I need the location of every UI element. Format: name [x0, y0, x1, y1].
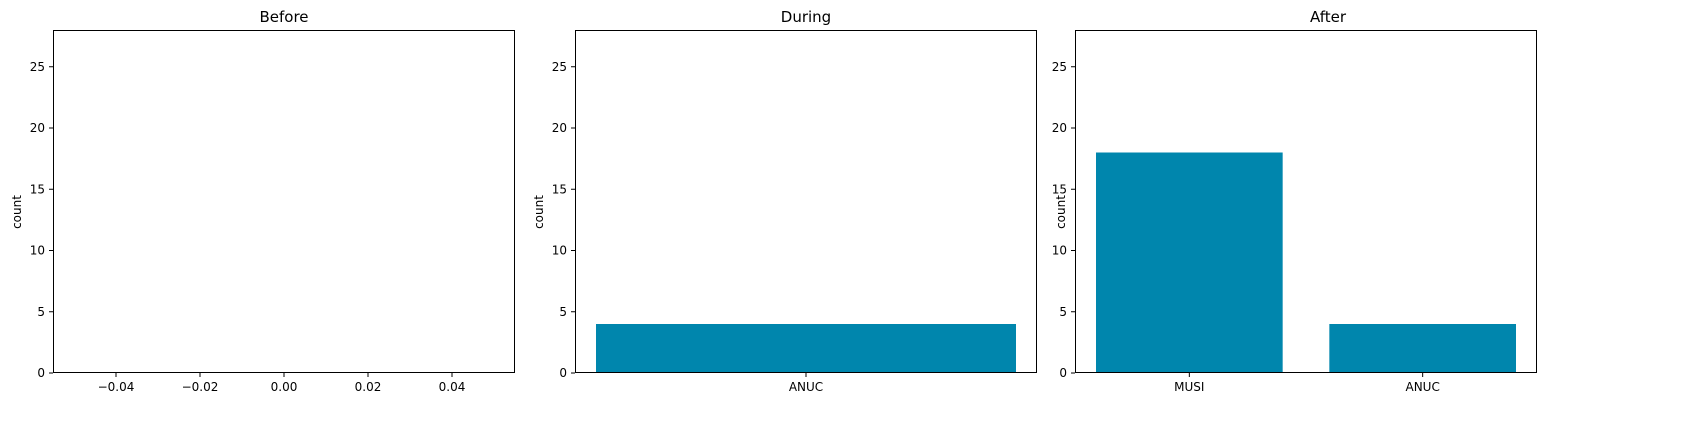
y-tick-label: 25	[552, 60, 567, 74]
y-tick-label: 20	[30, 121, 45, 135]
x-tick-label: −0.04	[98, 380, 135, 394]
plot-frame	[53, 30, 515, 373]
y-tick-label: 10	[552, 244, 567, 258]
y-tick-label: 10	[30, 244, 45, 258]
bar-anuc	[1329, 324, 1516, 373]
y-tick-label: 10	[1052, 244, 1067, 258]
x-tick-label: ANUC	[789, 380, 823, 394]
y-tick-label: 0	[559, 366, 567, 380]
y-axis-label: count	[1054, 195, 1068, 229]
y-tick-label: 5	[1059, 305, 1067, 319]
x-tick-label: ANUC	[1405, 380, 1439, 394]
x-tick-label: −0.02	[182, 380, 219, 394]
y-tick-label: 5	[559, 305, 567, 319]
y-axis-label: count	[532, 195, 546, 229]
y-tick-label: 0	[37, 366, 45, 380]
y-tick-label: 25	[30, 60, 45, 74]
x-tick-label: 0.04	[439, 380, 466, 394]
chart-title: During	[781, 8, 831, 26]
chart-title: Before	[259, 8, 308, 26]
x-tick-label: 0.00	[271, 380, 298, 394]
y-tick-label: 5	[37, 305, 45, 319]
y-tick-label: 20	[552, 121, 567, 135]
plot-frame	[575, 30, 1037, 373]
x-tick-label: 0.02	[355, 380, 382, 394]
panel-during: During count ANUC 0 5 10 15 20 25	[532, 8, 1037, 394]
x-tick-label: MUSI	[1174, 380, 1204, 394]
y-tick-label: 15	[30, 182, 45, 196]
y-tick-label: 0	[1059, 366, 1067, 380]
y-tick-label: 20	[1052, 121, 1067, 135]
y-tick-label: 15	[1052, 182, 1067, 196]
y-tick-label: 25	[1052, 60, 1067, 74]
chart-title: After	[1310, 8, 1347, 26]
y-tick-label: 15	[552, 182, 567, 196]
panel-after: After count MUSI ANUC 0 5 10 15 20 25	[1052, 8, 1537, 394]
bar-musi	[1096, 152, 1283, 373]
y-axis-label: count	[10, 195, 24, 229]
bar-anuc	[596, 324, 1016, 373]
plot-frame	[1075, 30, 1537, 373]
panel-before: Before count −0.04 −0.02 0.00 0.02 0.04 0 5 10 1…	[10, 8, 515, 394]
